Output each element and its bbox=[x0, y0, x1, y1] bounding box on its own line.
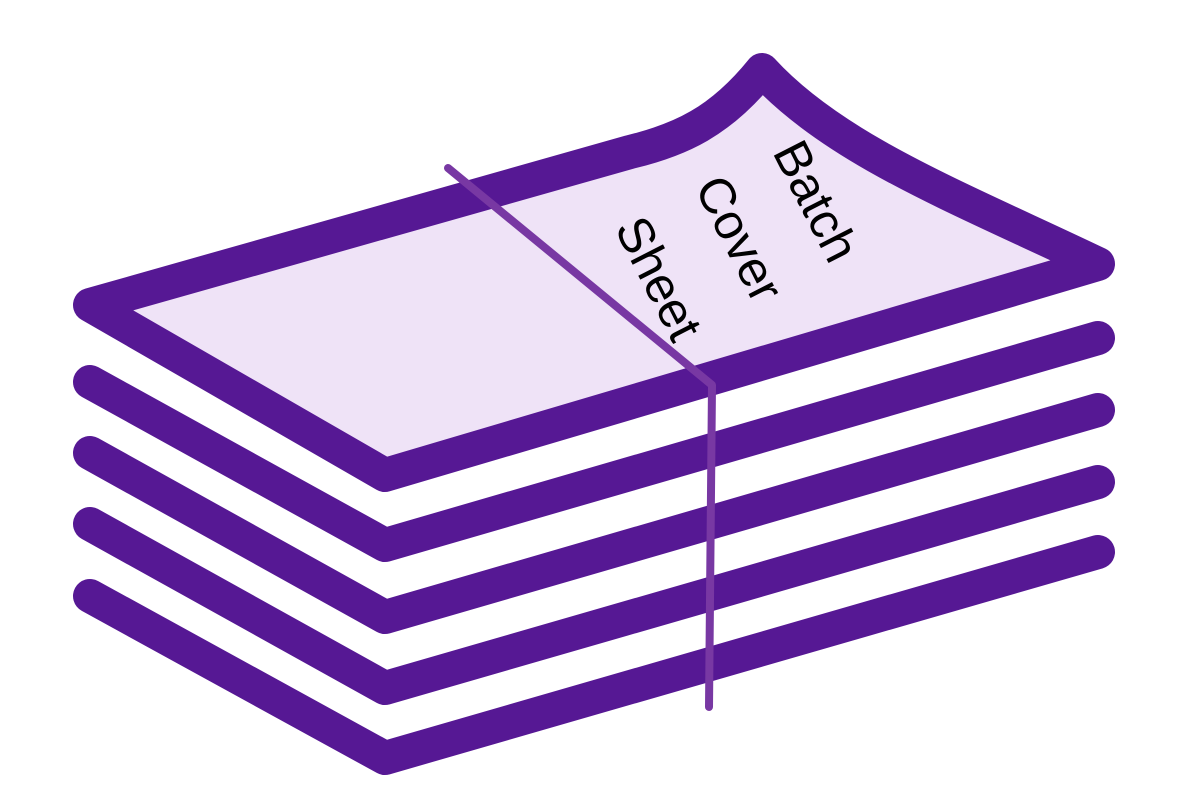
stack-band bbox=[444, 164, 716, 711]
sheet-edge-2 bbox=[73, 321, 1115, 562]
sheet-edge-3 bbox=[73, 393, 1115, 634]
top-cover-sheet bbox=[73, 53, 1115, 492]
paper-stack bbox=[73, 321, 1115, 775]
sheet-edge-4 bbox=[73, 465, 1115, 705]
sheet-edge-5 bbox=[73, 535, 1115, 775]
